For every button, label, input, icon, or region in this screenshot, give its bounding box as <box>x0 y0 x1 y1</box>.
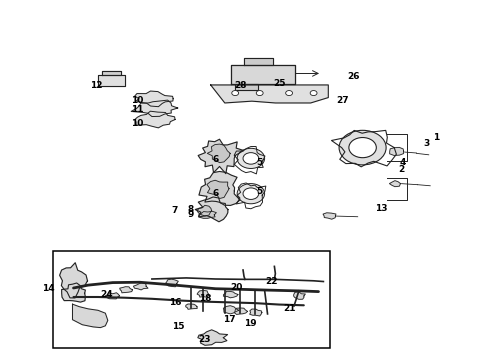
Text: 14: 14 <box>42 284 54 293</box>
Circle shape <box>339 130 386 165</box>
Polygon shape <box>235 84 258 90</box>
Polygon shape <box>211 85 328 103</box>
Polygon shape <box>197 291 209 297</box>
Text: 7: 7 <box>171 206 178 215</box>
Text: 1: 1 <box>433 133 439 142</box>
Text: 5: 5 <box>257 187 263 196</box>
Text: 21: 21 <box>283 305 295 313</box>
Polygon shape <box>223 306 239 314</box>
Polygon shape <box>323 213 336 219</box>
Polygon shape <box>198 330 228 345</box>
Circle shape <box>237 148 265 168</box>
Polygon shape <box>207 180 229 198</box>
Polygon shape <box>250 309 262 316</box>
Text: 27: 27 <box>337 96 349 105</box>
Text: 25: 25 <box>273 79 286 88</box>
Text: 19: 19 <box>244 320 256 328</box>
Polygon shape <box>198 139 244 174</box>
Polygon shape <box>235 308 247 314</box>
Text: 24: 24 <box>100 290 113 299</box>
Polygon shape <box>62 283 85 302</box>
Text: 17: 17 <box>223 315 236 324</box>
Polygon shape <box>207 144 230 163</box>
Polygon shape <box>197 205 212 216</box>
Circle shape <box>232 91 239 95</box>
Text: 6: 6 <box>213 189 219 198</box>
Polygon shape <box>135 111 175 128</box>
Polygon shape <box>105 293 120 299</box>
Polygon shape <box>120 287 132 293</box>
Polygon shape <box>186 304 197 309</box>
Text: 12: 12 <box>90 81 102 90</box>
Polygon shape <box>390 181 400 186</box>
Text: 22: 22 <box>265 277 278 286</box>
Text: 3: 3 <box>423 139 429 148</box>
Polygon shape <box>131 100 178 117</box>
Polygon shape <box>231 65 295 84</box>
Text: 15: 15 <box>172 323 184 331</box>
Polygon shape <box>60 263 88 298</box>
Polygon shape <box>294 292 305 299</box>
Text: 6: 6 <box>213 154 219 163</box>
Text: 26: 26 <box>347 72 360 81</box>
Bar <box>53 251 330 348</box>
Circle shape <box>310 91 317 95</box>
Polygon shape <box>199 171 240 206</box>
Text: 23: 23 <box>198 335 211 343</box>
Text: 10: 10 <box>131 118 144 127</box>
Text: 13: 13 <box>375 204 388 213</box>
Text: 10: 10 <box>131 96 144 105</box>
Circle shape <box>237 184 265 204</box>
Polygon shape <box>102 71 121 75</box>
Text: 8: 8 <box>188 205 194 214</box>
Circle shape <box>243 153 259 164</box>
Polygon shape <box>135 91 173 107</box>
Text: 2: 2 <box>399 165 405 174</box>
Polygon shape <box>195 197 228 222</box>
Polygon shape <box>98 75 125 86</box>
Text: 9: 9 <box>188 210 195 219</box>
Text: 4: 4 <box>399 158 406 167</box>
Text: 28: 28 <box>234 81 246 90</box>
Text: 5: 5 <box>257 158 263 167</box>
Circle shape <box>243 188 259 199</box>
Polygon shape <box>133 283 148 290</box>
Polygon shape <box>198 211 217 218</box>
Polygon shape <box>244 58 273 65</box>
Text: 20: 20 <box>230 283 243 292</box>
Text: 18: 18 <box>198 294 211 302</box>
Text: 11: 11 <box>131 105 144 114</box>
Polygon shape <box>390 148 404 156</box>
Polygon shape <box>73 304 108 328</box>
Polygon shape <box>223 291 238 298</box>
Circle shape <box>256 91 263 95</box>
Circle shape <box>286 91 293 95</box>
Polygon shape <box>166 279 178 287</box>
Circle shape <box>349 138 376 158</box>
Text: 16: 16 <box>169 298 182 307</box>
